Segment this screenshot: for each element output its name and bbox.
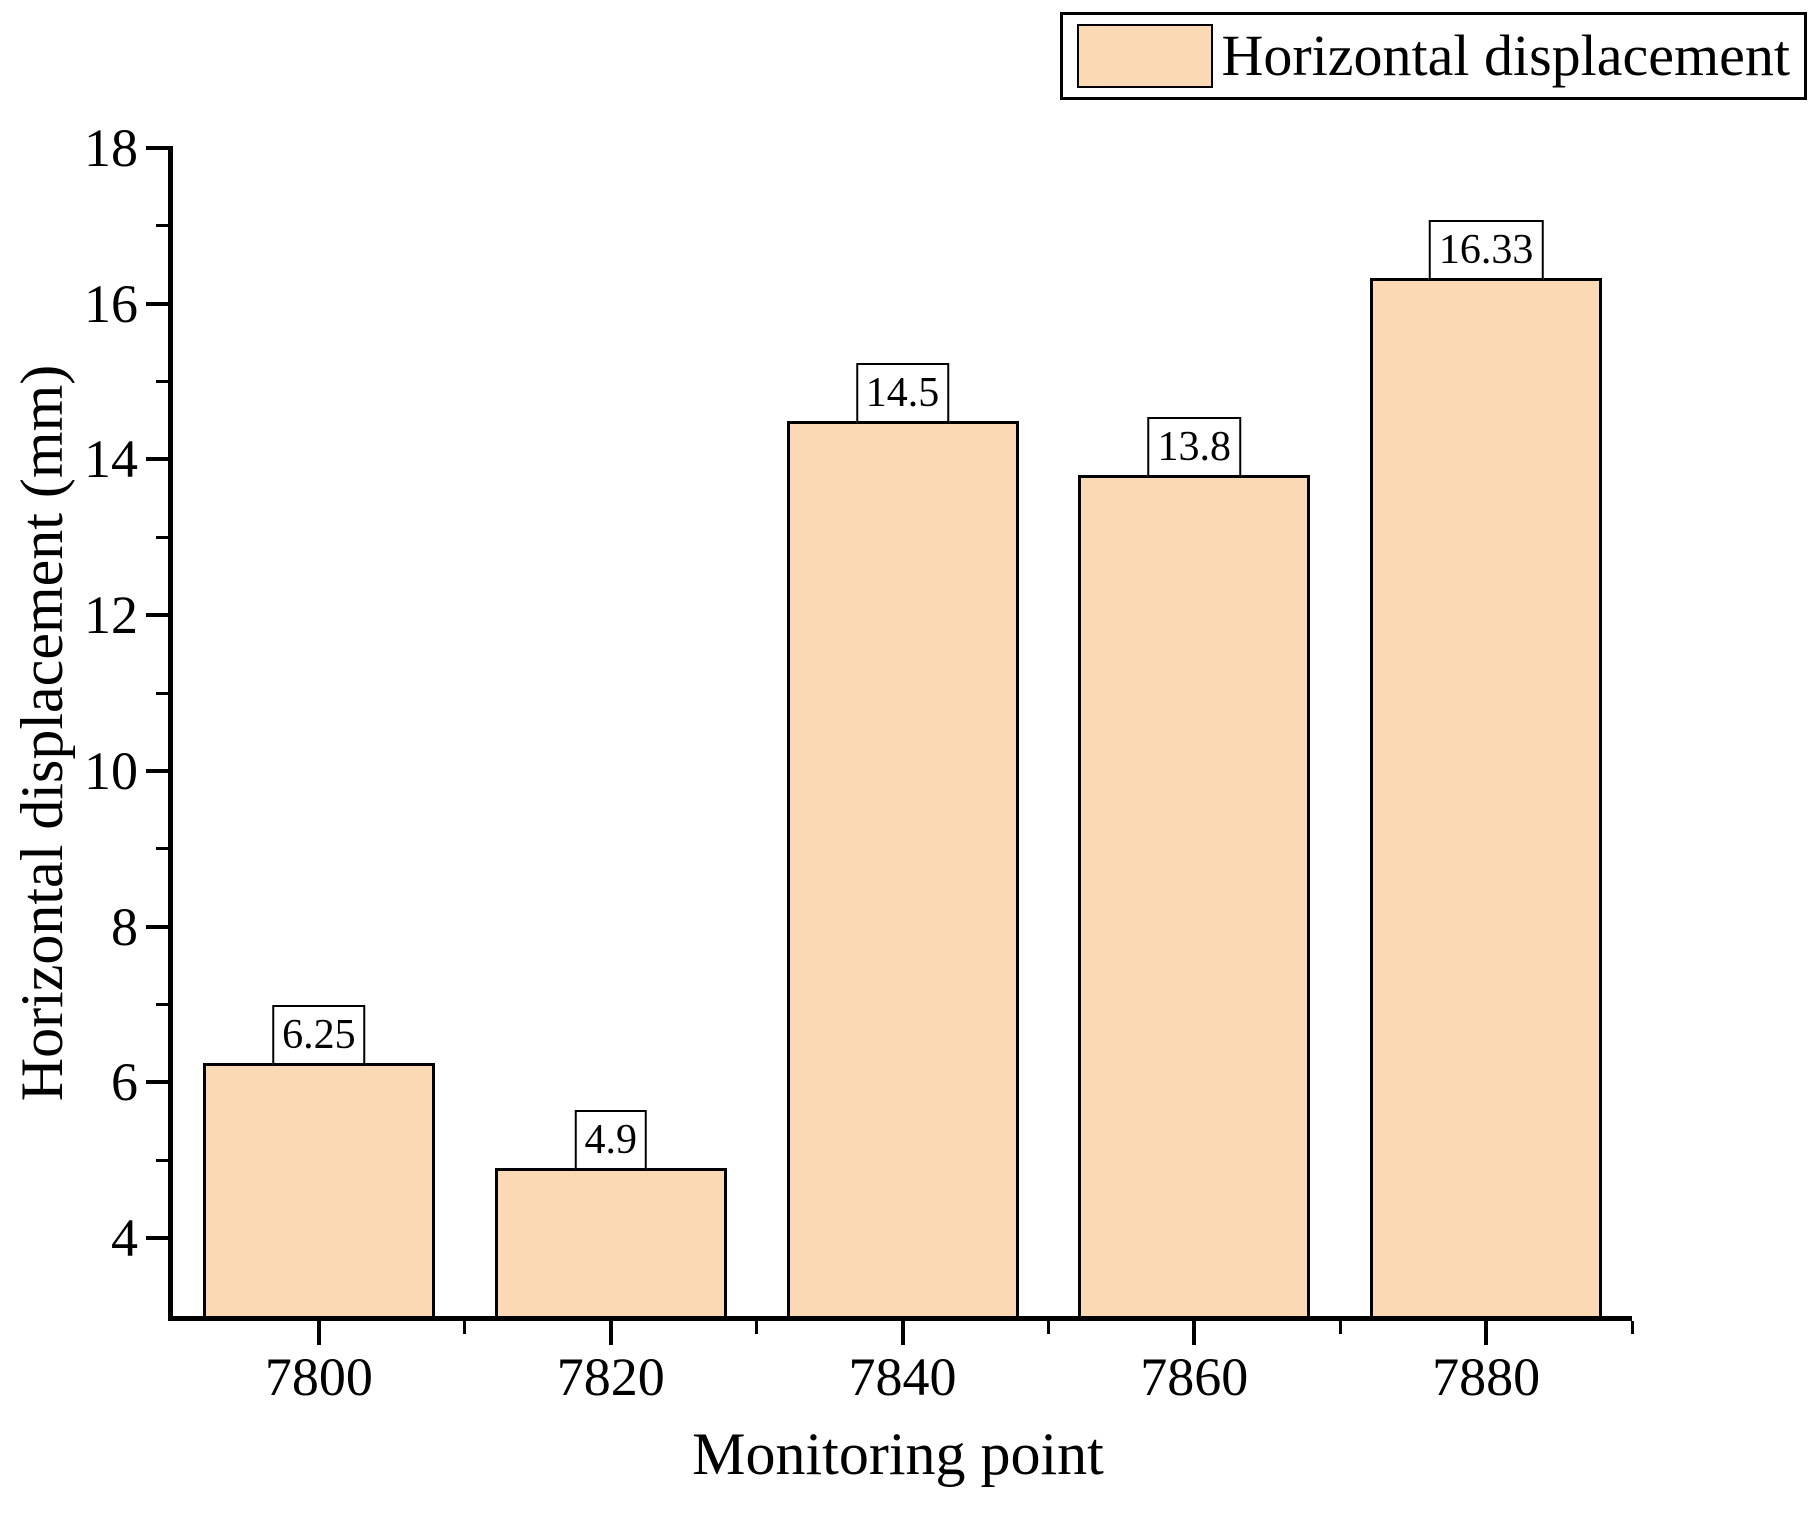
- legend-label: Horizontal displacement: [1221, 23, 1790, 88]
- x-tick-label: 7860: [1140, 1347, 1249, 1407]
- y-major-tick: [146, 1236, 173, 1241]
- y-major-tick: [146, 613, 173, 618]
- y-minor-tick: [156, 1158, 173, 1162]
- x-minor-tick: [463, 1321, 467, 1334]
- x-minor-tick: [1338, 1321, 1342, 1334]
- y-tick-label: 16: [84, 273, 138, 334]
- y-tick-label: 4: [111, 1208, 138, 1269]
- x-minor-tick: [1046, 1321, 1050, 1334]
- x-major-tick: [1192, 1321, 1197, 1345]
- x-tick-label: 7840: [848, 1347, 957, 1407]
- y-minor-tick: [156, 380, 173, 384]
- y-minor-tick: [156, 1003, 173, 1007]
- value-label: 16.33: [1428, 220, 1544, 281]
- x-minor-tick: [1630, 1321, 1634, 1334]
- y-major-tick: [146, 1080, 173, 1085]
- bar-7860: [1078, 475, 1311, 1319]
- bar-7880: [1370, 278, 1603, 1319]
- y-tick-label: 12: [84, 585, 138, 646]
- value-label: 6.25: [272, 1004, 366, 1065]
- y-tick-label: 10: [84, 740, 138, 801]
- y-major-tick: [146, 924, 173, 929]
- value-label: 4.9: [574, 1110, 647, 1171]
- bar-7820: [494, 1168, 727, 1319]
- x-major-tick: [900, 1321, 905, 1345]
- x-minor-tick: [755, 1321, 759, 1334]
- y-major-tick: [146, 146, 173, 150]
- x-axis-title: Monitoring point: [692, 1421, 1104, 1487]
- y-minor-tick: [156, 691, 173, 695]
- y-major-tick: [146, 457, 173, 462]
- bar-7840: [786, 420, 1019, 1319]
- x-tick-label: 7800: [264, 1347, 373, 1407]
- y-minor-tick: [156, 224, 173, 228]
- y-tick-label: 18: [84, 118, 138, 178]
- y-major-tick: [146, 301, 173, 306]
- bar-7800: [202, 1062, 435, 1319]
- y-tick-label: 14: [84, 429, 138, 490]
- y-minor-tick: [156, 847, 173, 851]
- y-minor-tick: [156, 535, 173, 539]
- x-major-tick: [1484, 1321, 1489, 1345]
- value-label: 13.8: [1147, 417, 1242, 478]
- y-tick-label: 8: [111, 896, 138, 957]
- y-tick-label: 6: [111, 1052, 138, 1113]
- y-axis-line: [168, 148, 173, 1321]
- y-major-tick: [146, 768, 173, 773]
- x-tick-label: 7820: [556, 1347, 665, 1407]
- x-major-tick: [608, 1321, 613, 1345]
- legend: Horizontal displacement: [1060, 12, 1807, 100]
- x-major-tick: [316, 1321, 321, 1345]
- x-tick-label: 7880: [1432, 1347, 1541, 1407]
- legend-swatch: [1077, 24, 1214, 88]
- value-label: 14.5: [855, 362, 950, 423]
